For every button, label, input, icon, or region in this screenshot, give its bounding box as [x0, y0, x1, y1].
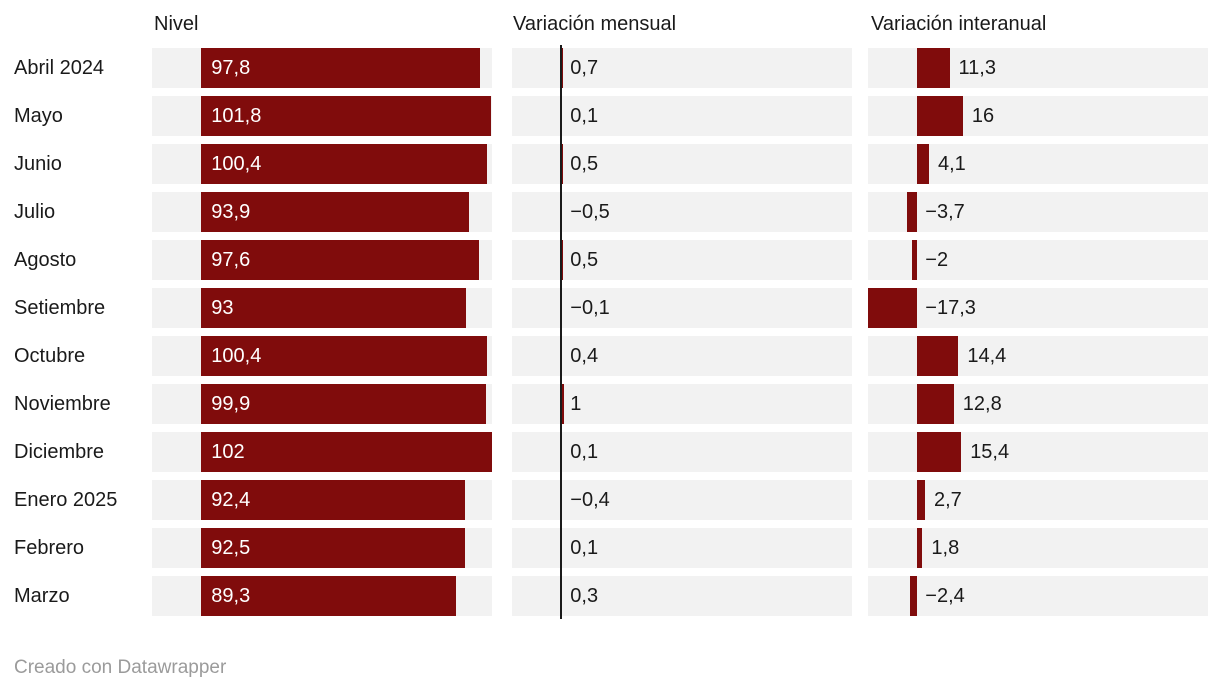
bar-track [512, 576, 852, 616]
value-bar [561, 384, 565, 424]
value-bar [201, 528, 465, 568]
column-header-variacion-interanual: Variación interanual [871, 13, 1047, 35]
bar-value-label: −2 [925, 249, 949, 271]
value-bar [201, 384, 486, 424]
bar-value-label: 101,8 [211, 105, 262, 127]
bar-track [512, 240, 852, 280]
bar-value-label: 102 [211, 441, 245, 463]
bar-value-label: 0,7 [570, 57, 599, 79]
value-bar [868, 288, 918, 328]
bar-track [868, 240, 1208, 280]
value-bar [910, 576, 918, 616]
bar-value-label: 93 [211, 297, 234, 319]
row-label: Setiembre [14, 297, 106, 319]
bar-track [512, 528, 852, 568]
bar-value-label: 15,4 [970, 441, 1010, 463]
zero-axis-line [560, 45, 563, 619]
bar-value-label: 0,1 [570, 105, 599, 127]
value-bar [201, 96, 492, 136]
bar-track [512, 96, 852, 136]
bar-track [512, 48, 852, 88]
bar-value-label: 0,4 [570, 345, 599, 367]
value-bar [201, 240, 480, 280]
bar-track [512, 480, 852, 520]
bar-value-label: 97,8 [211, 57, 251, 79]
row-label: Mayo [14, 105, 63, 127]
bar-value-label: 93,9 [211, 201, 251, 223]
row-label: Agosto [14, 249, 77, 271]
value-bar [911, 240, 918, 280]
value-bar [201, 576, 456, 616]
value-bar [917, 48, 950, 88]
bar-value-label: 4,1 [937, 153, 966, 175]
bar-value-label: 1,8 [931, 537, 960, 559]
row-label: Junio [14, 153, 62, 175]
value-bar [917, 96, 963, 136]
bar-value-label: −0,1 [570, 297, 610, 319]
datawrapper-credit-link[interactable]: Creado con Datawrapper [14, 657, 227, 678]
bar-value-label: 14,4 [967, 345, 1007, 367]
bar-track [868, 576, 1208, 616]
bar-value-label: −2,4 [925, 585, 965, 607]
value-bar [917, 432, 962, 472]
value-bar [201, 336, 488, 376]
value-bar [201, 480, 465, 520]
bar-value-label: 0,3 [570, 585, 599, 607]
bar-value-label: 12,8 [962, 393, 1002, 415]
bar-value-label: 0,5 [570, 249, 599, 271]
row-label: Febrero [14, 537, 85, 559]
value-bar [906, 192, 918, 232]
bar-value-label: −0,4 [570, 489, 610, 511]
bar-value-label: 2,7 [933, 489, 962, 511]
bar-track [512, 384, 852, 424]
bar-value-label: −3,7 [925, 201, 965, 223]
bar-track [868, 192, 1208, 232]
value-bar [917, 528, 923, 568]
bar-value-label: 92,4 [211, 489, 251, 511]
bar-track [512, 192, 852, 232]
row-label: Marzo [14, 585, 70, 607]
bar-value-label: 0,1 [570, 441, 599, 463]
bar-value-label: −0,5 [570, 201, 610, 223]
bar-value-label: 97,6 [211, 249, 251, 271]
value-bar [917, 336, 959, 376]
bar-track [868, 528, 1208, 568]
bar-track [868, 288, 1208, 328]
bar-value-label: 0,5 [570, 153, 599, 175]
bar-value-label: 100,4 [211, 153, 262, 175]
value-bar [201, 432, 492, 472]
column-header-variacion-mensual: Variación mensual [513, 13, 677, 35]
bar-value-label: 100,4 [211, 345, 262, 367]
row-label: Julio [14, 201, 56, 223]
bar-value-label: 0,1 [570, 537, 599, 559]
bar-track [512, 144, 852, 184]
row-label: Diciembre [14, 441, 105, 463]
value-bar [917, 144, 929, 184]
bar-value-label: 92,5 [211, 537, 251, 559]
value-bar [201, 48, 481, 88]
bar-value-label: 16 [971, 105, 995, 127]
bar-value-label: −17,3 [925, 297, 976, 319]
row-label: Abril 2024 [14, 57, 105, 79]
value-bar [917, 384, 954, 424]
value-bar [917, 480, 925, 520]
bar-value-label: 89,3 [211, 585, 251, 607]
row-label: Octubre [14, 345, 86, 367]
value-bar [201, 288, 467, 328]
column-header-nivel: Nivel [154, 13, 199, 35]
bar-track [512, 288, 852, 328]
row-label: Noviembre [14, 393, 111, 415]
bar-value-label: 99,9 [211, 393, 251, 415]
value-bar [201, 192, 469, 232]
bar-track [512, 336, 852, 376]
bar-track [512, 432, 852, 472]
bar-value-label: 1 [570, 393, 582, 415]
value-bar [201, 144, 488, 184]
bar-value-label: 11,3 [958, 57, 996, 79]
row-label: Enero 2025 [14, 489, 118, 511]
